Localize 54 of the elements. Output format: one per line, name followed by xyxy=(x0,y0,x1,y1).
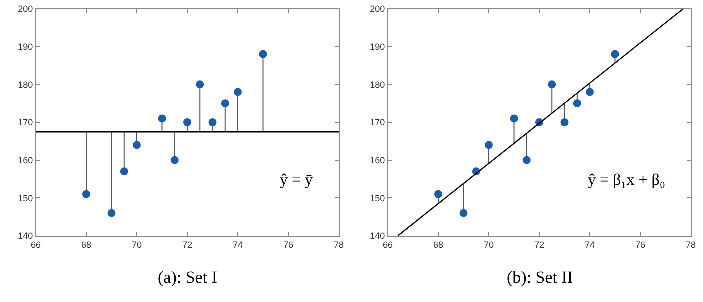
y-tick-label: 180 xyxy=(18,80,34,90)
point xyxy=(133,141,141,150)
x-tick-label: 66 xyxy=(382,240,394,250)
x-tick-label: 72 xyxy=(534,240,545,250)
point xyxy=(196,80,204,89)
y-tick-label: 200 xyxy=(18,4,34,14)
x-tick-label: 72 xyxy=(182,240,193,250)
point xyxy=(460,209,468,218)
point xyxy=(434,190,442,198)
point xyxy=(108,209,116,218)
x-tick-label: 76 xyxy=(283,240,294,250)
point xyxy=(560,118,569,126)
x-tick-label: 70 xyxy=(484,240,494,250)
y-tick-label: 200 xyxy=(370,4,386,14)
x-tick-label: 70 xyxy=(132,240,142,250)
point xyxy=(184,118,192,126)
text: (a): Set I xyxy=(158,268,218,287)
y-tick-label: 170 xyxy=(370,118,386,128)
x-tick-label: 68 xyxy=(433,240,444,250)
point xyxy=(548,80,556,89)
point xyxy=(82,190,90,198)
point xyxy=(208,118,217,126)
point xyxy=(611,50,620,58)
text: (b): Set II xyxy=(507,268,574,287)
x-tick-label: 78 xyxy=(686,240,696,250)
y-tick-label: 140 xyxy=(370,231,386,242)
y-tick-label: 160 xyxy=(370,155,386,166)
annotation: ŷ = ȳ xyxy=(280,172,314,189)
y-tick-label: 170 xyxy=(18,118,34,128)
y-tick-label: 190 xyxy=(18,42,34,52)
point xyxy=(522,156,531,164)
point xyxy=(510,114,518,123)
point xyxy=(120,168,128,176)
y-tick-label: 160 xyxy=(18,155,34,166)
y-tick-label: 180 xyxy=(370,80,386,90)
point xyxy=(221,100,230,108)
x-tick-label: 66 xyxy=(30,240,42,250)
point xyxy=(170,156,179,164)
point xyxy=(586,88,594,96)
x-tick-label: 74 xyxy=(584,240,596,250)
point xyxy=(234,88,242,96)
point xyxy=(573,100,582,108)
x-tick-label: 78 xyxy=(334,240,344,250)
annotation: ŷ = β₁x + β₀ xyxy=(588,172,666,189)
y-tick-label: 150 xyxy=(18,193,34,204)
point xyxy=(485,141,493,150)
x-tick-label: 76 xyxy=(635,240,646,250)
point xyxy=(158,114,166,123)
y-tick-label: 150 xyxy=(370,193,386,204)
x-tick-label: 74 xyxy=(232,240,244,250)
y-tick-label: 190 xyxy=(370,42,386,52)
point xyxy=(259,50,268,58)
y-tick-label: 140 xyxy=(18,231,34,242)
x-tick-label: 68 xyxy=(81,240,92,250)
